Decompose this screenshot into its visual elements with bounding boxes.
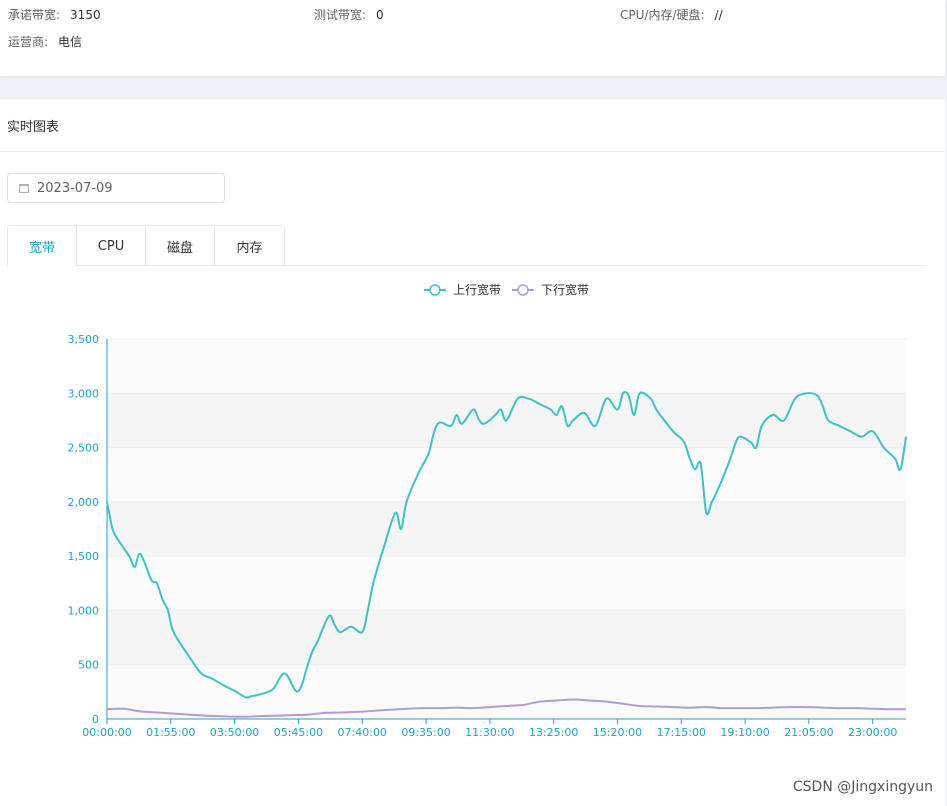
x-tick-label: 19:10:00 (720, 726, 769, 739)
tab-disk[interactable]: 磁盘 (146, 226, 215, 266)
committed-bandwidth: 承诺带宽: 3150 (8, 6, 101, 23)
cpu-mem-disk: CPU/内存/硬盘: // (620, 6, 723, 23)
x-tick-label: 23:00:00 (848, 726, 897, 739)
test-bandwidth: 测试带宽: 0 (314, 6, 384, 23)
grid-band (107, 339, 906, 394)
committed-bandwidth-label: 承诺带宽: (8, 8, 61, 22)
x-tick-label: 07:40:00 (338, 726, 387, 739)
grid-band (107, 610, 906, 665)
date-picker[interactable]: 2023-07-09 (7, 173, 225, 203)
grid-band (107, 447, 906, 502)
y-tick-label: 0 (92, 713, 99, 726)
y-tick-label: 1,500 (68, 550, 100, 563)
panel-header: 实时图表 (0, 99, 945, 152)
y-tick-label: 3,000 (68, 387, 100, 400)
y-tick-label: 3,500 (68, 333, 100, 346)
tab-bandwidth-label: 宽带 (28, 240, 55, 256)
carrier-label: 运营商: (8, 35, 49, 49)
cpu-mem-disk-label: CPU/内存/硬盘: (620, 8, 705, 22)
y-tick-label: 2,000 (68, 496, 100, 509)
cpu-mem-disk-value: // (714, 8, 723, 22)
metric-tabs: 宽带 CPU 磁盘 内存 (7, 225, 285, 266)
test-bandwidth-value: 0 (376, 8, 384, 22)
tabs-underline (76, 265, 926, 266)
x-tick-label: 00:00:00 (82, 726, 131, 739)
watermark: CSDN @Jingxingyun (792, 779, 933, 795)
y-tick-label: 2,500 (68, 442, 100, 455)
x-tick-label: 01:55:00 (146, 726, 195, 739)
grid-band (107, 664, 906, 719)
carrier-value: 电信 (58, 35, 83, 49)
date-picker-value: 2023-07-09 (37, 180, 113, 196)
tab-bandwidth[interactable]: 宽带 (8, 226, 77, 266)
legend-label-1: 下行宽带 (541, 282, 589, 297)
grid-band (107, 556, 906, 611)
x-tick-label: 17:15:00 (657, 726, 706, 739)
legend-marker-1 (517, 284, 529, 296)
summary-card: 承诺带宽: 3150 测试带宽: 0 CPU/内存/硬盘: // 运营商: 电信 (0, 0, 945, 76)
x-tick-label: 05:45:00 (274, 726, 323, 739)
carrier: 运营商: 电信 (8, 33, 82, 50)
test-bandwidth-label: 测试带宽: (314, 8, 367, 22)
tab-memory-label: 内存 (236, 240, 263, 256)
y-tick-label: 500 (78, 659, 99, 672)
series-line-download (106, 698, 907, 718)
legend-label-0: 上行宽带 (453, 282, 501, 297)
x-tick-label: 11:30:00 (465, 726, 514, 739)
x-tick-label: 09:35:00 (401, 726, 450, 739)
x-tick-label: 03:50:00 (210, 726, 259, 739)
tab-disk-label: 磁盘 (166, 240, 193, 256)
series-line-upload (106, 390, 907, 699)
y-tick-label: 1,000 (68, 604, 100, 617)
x-tick-label: 21:05:00 (784, 726, 833, 739)
tab-cpu[interactable]: CPU (77, 226, 146, 266)
calendar-icon (19, 183, 29, 193)
x-tick-label: 13:25:00 (529, 726, 578, 739)
bandwidth-chart: 0 500 1,000 1,500 2,000 2,500 3,000 3,500 00:00:… (68, 282, 907, 739)
legend-marker-0 (429, 284, 441, 296)
realtime-chart-card: 实时图表 2023-07-09 宽带 CPU 磁盘 内存 0 500 1,000 1,… (0, 98, 945, 806)
grid-band (107, 501, 906, 557)
tab-memory[interactable]: 内存 (215, 226, 284, 266)
x-tick-label: 15:20:00 (593, 726, 642, 739)
tab-cpu-label: CPU (97, 238, 125, 254)
panel-title: 实时图表 (7, 119, 60, 135)
committed-bandwidth-value: 3150 (70, 8, 101, 22)
